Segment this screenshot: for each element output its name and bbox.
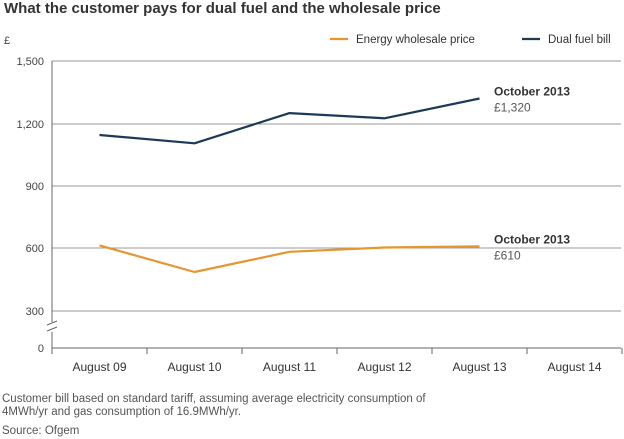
annotation-label: October 2013 (494, 85, 570, 99)
y-axis-label: £ (4, 35, 10, 47)
dual-fuel-bill-line (99, 97, 480, 145)
y-tick-label: 1,500 (16, 56, 44, 68)
legend-item-wholesale: Energy wholesale price (330, 34, 475, 46)
x-tick-label: August 14 (547, 360, 601, 374)
grid-layer (52, 60, 621, 312)
y-tick-label: 300 (26, 306, 44, 318)
annotations: October 2013 £610 October 2013 £1,320 (494, 85, 570, 263)
x-tick-label: August 12 (357, 360, 411, 374)
annotation-label: October 2013 (494, 232, 570, 246)
x-tick-label: August 09 (72, 360, 126, 374)
annotation-value: £610 (494, 248, 521, 262)
legend: Energy wholesale price Dual fuel bill (330, 34, 611, 46)
legend-label: Energy wholesale price (356, 34, 475, 46)
y-tick-label: 600 (26, 243, 44, 255)
annotation-value: £1,320 (494, 101, 531, 115)
series-layer (99, 97, 480, 274)
footnote: Customer bill based on standard tariff, … (2, 393, 426, 418)
legend-item-bill: Dual fuel bill (522, 34, 611, 46)
y-tick-label: 0 (38, 343, 44, 355)
y-tick-label: 1,200 (16, 119, 44, 131)
x-tick-label: August 11 (263, 360, 316, 374)
axis-break-mark (46, 326, 58, 332)
y-tick-label: 900 (26, 181, 44, 193)
x-tick-label: August 13 (452, 360, 506, 374)
source-note: Source: Ofgem (2, 425, 80, 437)
axis-break-mark (46, 320, 58, 326)
axis-layer: £1,500 1,200 900 600 300 0 August 09 August 10 A… (4, 35, 623, 374)
x-tick-label: August 10 (167, 360, 221, 374)
chart-title: What the customer pays for dual fuel and… (4, 0, 441, 17)
wholesale-price-line (99, 244, 480, 274)
legend-label: Dual fuel bill (548, 34, 611, 46)
